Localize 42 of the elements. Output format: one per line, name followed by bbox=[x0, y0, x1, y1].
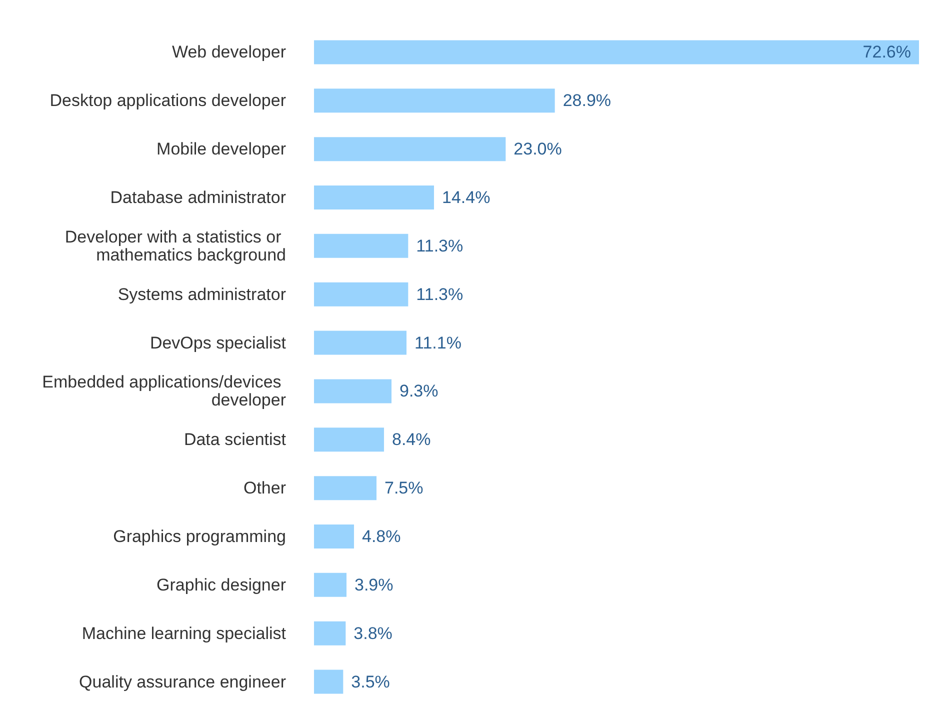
data-label: 9.3% bbox=[400, 382, 438, 401]
data-label: 11.3% bbox=[416, 236, 464, 256]
bar bbox=[314, 476, 376, 500]
y-tick-label: Web developer bbox=[172, 42, 286, 62]
bar bbox=[314, 40, 919, 64]
data-label: 23.0% bbox=[514, 140, 562, 159]
y-tick-label: Graphics programming bbox=[113, 527, 286, 546]
y-tick-label: Quality assurance engineer bbox=[79, 672, 286, 692]
bar bbox=[314, 428, 384, 452]
bar bbox=[314, 234, 408, 258]
bar bbox=[314, 330, 406, 355]
bar bbox=[314, 670, 344, 694]
data-label: 11.1% bbox=[414, 333, 462, 352]
y-tick-label: Desktop applications developer bbox=[50, 91, 286, 110]
y-tick-label: Machine learning specialist bbox=[82, 624, 286, 643]
bar bbox=[314, 186, 434, 210]
data-label: 4.8% bbox=[362, 527, 401, 546]
data-label: 11.3% bbox=[416, 284, 464, 304]
data-label: 8.4% bbox=[392, 430, 431, 450]
y-tick-label: Data scientist bbox=[184, 430, 286, 450]
bar bbox=[314, 621, 346, 646]
data-label: 14.4% bbox=[442, 188, 490, 207]
bar bbox=[314, 88, 555, 113]
data-label: 3.5% bbox=[351, 672, 390, 692]
bar bbox=[314, 572, 346, 597]
y-tick-label: Developer with a statistics or mathematics background bbox=[64, 227, 286, 264]
y-tick-label: Other bbox=[243, 478, 286, 498]
bar bbox=[314, 137, 506, 162]
y-tick-label: Systems administrator bbox=[118, 284, 286, 304]
bar bbox=[314, 379, 392, 404]
data-label: 72.6% bbox=[862, 42, 911, 62]
y-tick-label: Graphic designer bbox=[156, 575, 286, 594]
data-label: 3.8% bbox=[354, 624, 392, 643]
y-tick-label: Mobile developer bbox=[156, 140, 286, 159]
data-label: 28.9% bbox=[562, 91, 612, 110]
y-tick-label: Embedded applications/devices developer bbox=[42, 372, 286, 410]
bar bbox=[314, 524, 354, 548]
y-tick-label: Database administrator bbox=[110, 188, 286, 207]
y-tick-label: DevOps specialist bbox=[150, 333, 286, 352]
data-label: 3.9% bbox=[354, 575, 394, 594]
data-label: 7.5% bbox=[384, 478, 424, 498]
bar bbox=[314, 282, 408, 306]
